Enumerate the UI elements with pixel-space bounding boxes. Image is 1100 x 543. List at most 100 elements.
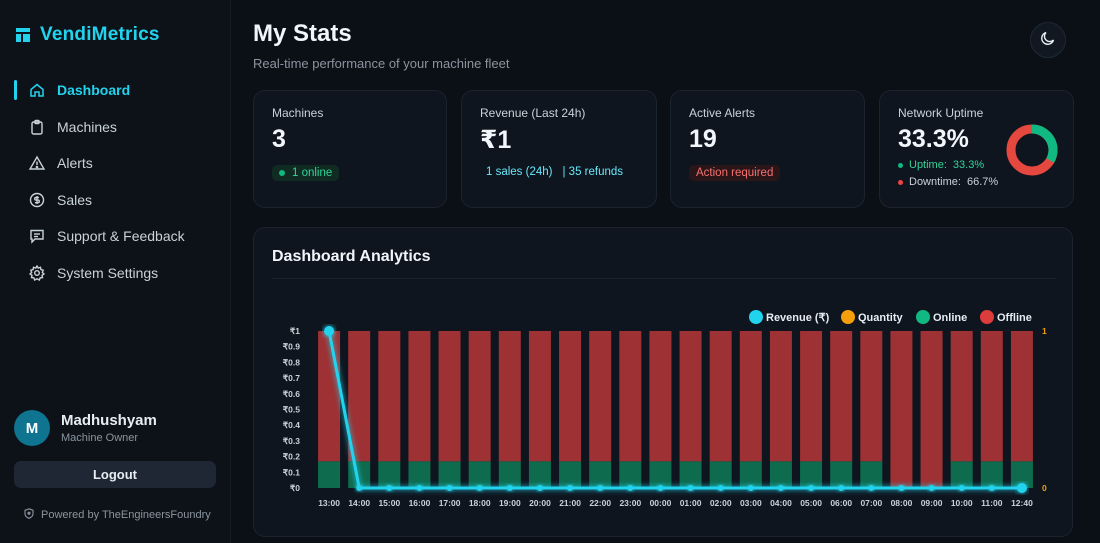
online-bar	[950, 461, 973, 488]
sidebar: VendiMetrics Dashboard Machines Alerts S…	[0, 0, 231, 543]
x-tick-label: 22:00	[589, 498, 611, 508]
shield-icon	[24, 508, 34, 522]
machines-card[interactable]: Machines 3 1 online	[253, 90, 447, 208]
offline-bar	[348, 331, 371, 462]
revenue-point	[567, 485, 574, 491]
user-name: Madhushyam	[61, 412, 157, 429]
x-tick-label: 00:00	[650, 498, 672, 508]
x-tick-label: 05:00	[800, 498, 822, 508]
y-tick-label: ₹0.7	[283, 373, 300, 383]
online-bar	[378, 461, 401, 488]
x-tick-label: 17:00	[439, 498, 461, 508]
revenue-point	[416, 485, 423, 491]
revenue-point	[747, 485, 754, 491]
revenue-point	[898, 485, 905, 491]
online-dot-icon	[279, 170, 285, 176]
y2-tick-label: 0	[1042, 483, 1047, 493]
online-badge: 1 online	[272, 165, 340, 181]
action-required-badge: Action required	[689, 165, 781, 181]
uptime-legend-row: Uptime: 33.3%	[898, 159, 1055, 171]
machines-label: Machines	[272, 106, 324, 120]
offline-bar	[709, 331, 732, 462]
offline-bar	[649, 331, 672, 462]
downtime-legend-value: 66.7%	[966, 176, 999, 188]
powered-by: Powered by TheEngineersFoundry	[24, 508, 211, 522]
y-tick-label: ₹1	[290, 326, 300, 336]
online-bar	[980, 461, 1003, 488]
offline-bar	[920, 331, 943, 488]
sidebar-item-sales[interactable]: Sales	[0, 182, 231, 219]
user-role: Machine Owner	[61, 432, 139, 444]
revenue-point	[476, 485, 483, 491]
sidebar-nav: Dashboard Machines Alerts Sales Support …	[0, 72, 231, 291]
offline-bar	[468, 331, 491, 462]
online-bar	[619, 461, 642, 488]
legend-swatch-icon	[916, 310, 930, 324]
online-bar	[528, 461, 551, 488]
offline-bar	[378, 331, 401, 462]
sidebar-item-alerts[interactable]: Alerts	[0, 145, 231, 182]
online-bar	[709, 461, 732, 488]
uptime-arc	[1006, 124, 1058, 176]
online-bar	[800, 461, 823, 488]
revenue-card[interactable]: Revenue (Last 24h) ₹1 1 sales (24h) | 35…	[461, 90, 657, 208]
revenue-point	[356, 485, 363, 491]
clipboard-icon	[29, 119, 45, 135]
x-tick-label: 10:00	[951, 498, 973, 508]
logout-button[interactable]: Logout	[14, 461, 216, 488]
online-bar	[408, 461, 431, 488]
offline-bar	[739, 331, 762, 462]
sidebar-item-support[interactable]: Support & Feedback	[0, 218, 231, 255]
x-tick-label: 11:00	[981, 498, 1003, 508]
chat-icon	[29, 228, 45, 244]
y-tick-label: ₹0.8	[283, 357, 300, 367]
offline-bar	[950, 331, 973, 462]
sidebar-item-label: System Settings	[57, 264, 159, 281]
revenue-point	[506, 485, 513, 491]
sidebar-item-label: Machines	[57, 118, 117, 135]
x-tick-label: 23:00	[619, 498, 641, 508]
revenue-point	[687, 485, 694, 491]
revenue-value: ₹1	[480, 126, 512, 154]
gear-icon	[29, 264, 45, 281]
x-tick-label: 09:00	[921, 498, 943, 508]
revenue-point	[988, 485, 995, 491]
online-bar	[739, 461, 762, 488]
sidebar-item-settings[interactable]: System Settings	[0, 255, 231, 292]
moon-icon	[1040, 30, 1056, 51]
brand[interactable]: VendiMetrics	[16, 24, 160, 46]
user-profile[interactable]: M Madhushyam Machine Owner	[14, 410, 157, 446]
legend-swatch-icon	[980, 310, 994, 324]
revenue-point	[928, 485, 935, 491]
theme-toggle-button[interactable]	[1030, 22, 1066, 58]
y-tick-label: ₹0.2	[283, 452, 300, 462]
offline-bar	[528, 331, 551, 462]
sidebar-item-machines[interactable]: Machines	[0, 109, 231, 146]
revenue-line	[327, 330, 1022, 490]
analytics-chart[interactable]: Revenue (₹) Quantity Online Offline ₹0 ₹0.1 ₹…	[254, 228, 1074, 538]
revenue-point	[777, 485, 784, 491]
online-bar	[649, 461, 672, 488]
y-tick-label: ₹0.5	[283, 405, 300, 415]
powered-by-text: Powered by TheEngineersFoundry	[41, 509, 211, 521]
page-title: My Stats	[253, 20, 352, 47]
offline-bar	[830, 331, 853, 462]
x-tick-label: 18:00	[469, 498, 491, 508]
offline-bar	[408, 331, 431, 462]
uptime-donut-chart	[1006, 124, 1058, 176]
sidebar-item-dashboard[interactable]: Dashboard	[0, 72, 231, 109]
revenue-point	[808, 485, 815, 491]
offline-bar	[498, 331, 521, 462]
offline-bar	[800, 331, 823, 462]
alerts-label: Active Alerts	[689, 106, 756, 120]
sidebar-item-label: Dashboard	[57, 82, 131, 99]
uptime-card[interactable]: Network Uptime 33.3% Uptime: 33.3% Downt…	[879, 90, 1074, 208]
revenue-details: 1 sales (24h) | 35 refunds	[480, 166, 638, 178]
alerts-card[interactable]: Active Alerts 19 Action required	[670, 90, 865, 208]
revenue-point	[838, 485, 845, 491]
revenue-point	[324, 326, 335, 336]
offline-bar	[980, 331, 1003, 462]
x-tick-label: 19:00	[499, 498, 521, 508]
sidebar-item-label: Alerts	[57, 155, 93, 172]
offline-bar	[559, 331, 582, 462]
